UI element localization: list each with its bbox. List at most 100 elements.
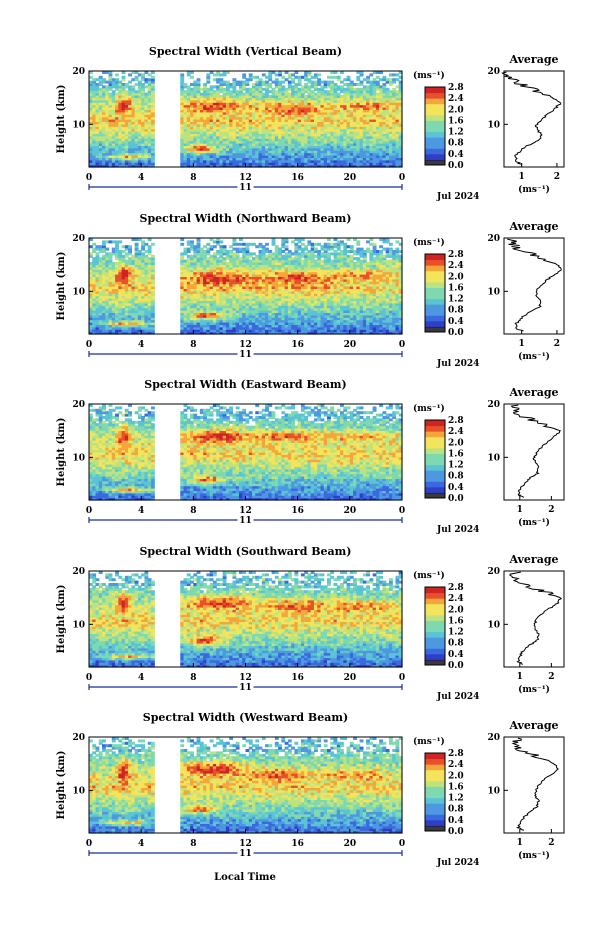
heatmap-cell	[268, 307, 273, 311]
heatmap-cell	[134, 155, 139, 158]
heatmap-cell	[323, 123, 328, 127]
heatmap-cell	[343, 147, 348, 151]
heatmap-cell	[131, 128, 136, 132]
heatmap-cell	[255, 121, 260, 125]
heatmap-cell	[137, 269, 142, 273]
heatmap-cell	[372, 164, 377, 168]
heatmap-cell	[392, 147, 397, 151]
heatmap-cell	[333, 145, 338, 149]
heatmap-cell	[199, 99, 204, 103]
heatmap-cell	[216, 80, 221, 84]
heatmap-cell	[216, 140, 221, 144]
heatmap-cell	[261, 83, 266, 86]
heatmap-cell	[147, 326, 152, 330]
colorbar-under	[425, 161, 445, 165]
heatmap-cell	[372, 162, 377, 166]
heatmap-cell	[359, 123, 364, 127]
heatmap-cell	[261, 326, 266, 330]
heatmap-cell	[258, 314, 263, 318]
heatmap-cell	[134, 109, 139, 113]
heatmap-cell	[375, 138, 380, 142]
heatmap-cell	[353, 131, 357, 134]
heatmap-cell	[105, 116, 110, 120]
heatmap-cell	[340, 140, 344, 144]
heatmap-cell	[222, 138, 227, 142]
heatmap-cell	[375, 83, 380, 86]
heatmap-cell	[369, 119, 374, 122]
heatmap-cell	[232, 164, 237, 168]
heatmap-cell	[196, 143, 201, 146]
heatmap-cell	[190, 288, 194, 292]
heatmap-cell	[219, 145, 224, 149]
heatmap-cell	[255, 290, 260, 294]
heatmap-cell	[258, 259, 263, 263]
heatmap-cell	[150, 312, 155, 316]
heatmap-cell	[190, 111, 194, 115]
heatmap-cell	[300, 121, 305, 125]
heatmap-cell	[232, 286, 237, 289]
heatmap-cell	[222, 274, 227, 277]
heatmap-cell	[105, 293, 110, 297]
heatmap-cell	[242, 247, 247, 251]
heatmap-cell	[255, 159, 260, 163]
heatmap-cell	[131, 150, 136, 154]
heatmap-cell	[222, 114, 227, 118]
heatmap-cell	[297, 75, 302, 79]
heatmap-cell	[98, 278, 103, 282]
heatmap-cell	[382, 164, 387, 168]
heatmap-cell	[385, 128, 390, 132]
heatmap-cell	[265, 121, 269, 125]
heatmap-cell	[141, 302, 146, 306]
heatmap-cell	[271, 87, 276, 91]
heatmap-cell	[291, 73, 296, 77]
heatmap-cell	[333, 107, 338, 110]
heatmap-cell	[219, 329, 224, 333]
heatmap-cell	[274, 116, 279, 120]
heatmap-cell	[105, 269, 110, 273]
heatmap-cell	[369, 83, 374, 86]
heatmap-cell	[346, 87, 351, 91]
heatmap-cell	[258, 329, 263, 333]
heatmap-cell	[144, 95, 149, 98]
heatmap-cell	[183, 288, 188, 292]
heatmap-cell	[134, 90, 139, 94]
heatmap-cell	[268, 283, 273, 287]
heatmap-cell	[199, 128, 204, 132]
heatmap-cell	[356, 95, 361, 98]
heatmap-cell	[89, 111, 93, 115]
heatmap-cell	[115, 92, 119, 96]
heatmap-cell	[209, 152, 214, 156]
heatmap-cell	[186, 259, 191, 263]
heatmap-cell	[274, 83, 279, 86]
heatmap-cell	[359, 164, 364, 168]
heatmap-cell	[212, 326, 217, 330]
heatmap-cell	[193, 322, 198, 325]
heatmap-cell	[291, 152, 296, 156]
heatmap-cell	[323, 145, 328, 149]
heatmap-cell	[327, 95, 331, 98]
heatmap-cell	[307, 150, 312, 154]
heatmap-cell	[147, 138, 152, 142]
heatmap-cell	[327, 85, 331, 89]
heatmap-cell	[95, 293, 100, 297]
heatmap-cell	[144, 80, 149, 84]
heatmap-cell	[124, 143, 129, 146]
heatmap-cell	[294, 121, 299, 125]
heatmap-cell	[118, 99, 123, 103]
heatmap-cell	[232, 147, 237, 151]
heatmap-cell	[261, 295, 266, 299]
heatmap-cell	[242, 276, 247, 280]
heatmap-cell	[115, 312, 119, 316]
heatmap-cell	[235, 121, 240, 125]
heatmap-cell	[190, 293, 194, 297]
heatmap-cell	[388, 147, 393, 151]
heatmap-cell	[144, 133, 149, 137]
heatmap-cell	[362, 159, 367, 163]
heatmap-cell	[219, 262, 224, 265]
heatmap-cell	[242, 305, 247, 309]
heatmap-cell	[255, 288, 260, 292]
heatmap-cell	[118, 286, 123, 289]
heatmap-cell	[98, 302, 103, 306]
heatmap-cell	[206, 252, 211, 256]
heatmap-cell	[330, 121, 335, 125]
